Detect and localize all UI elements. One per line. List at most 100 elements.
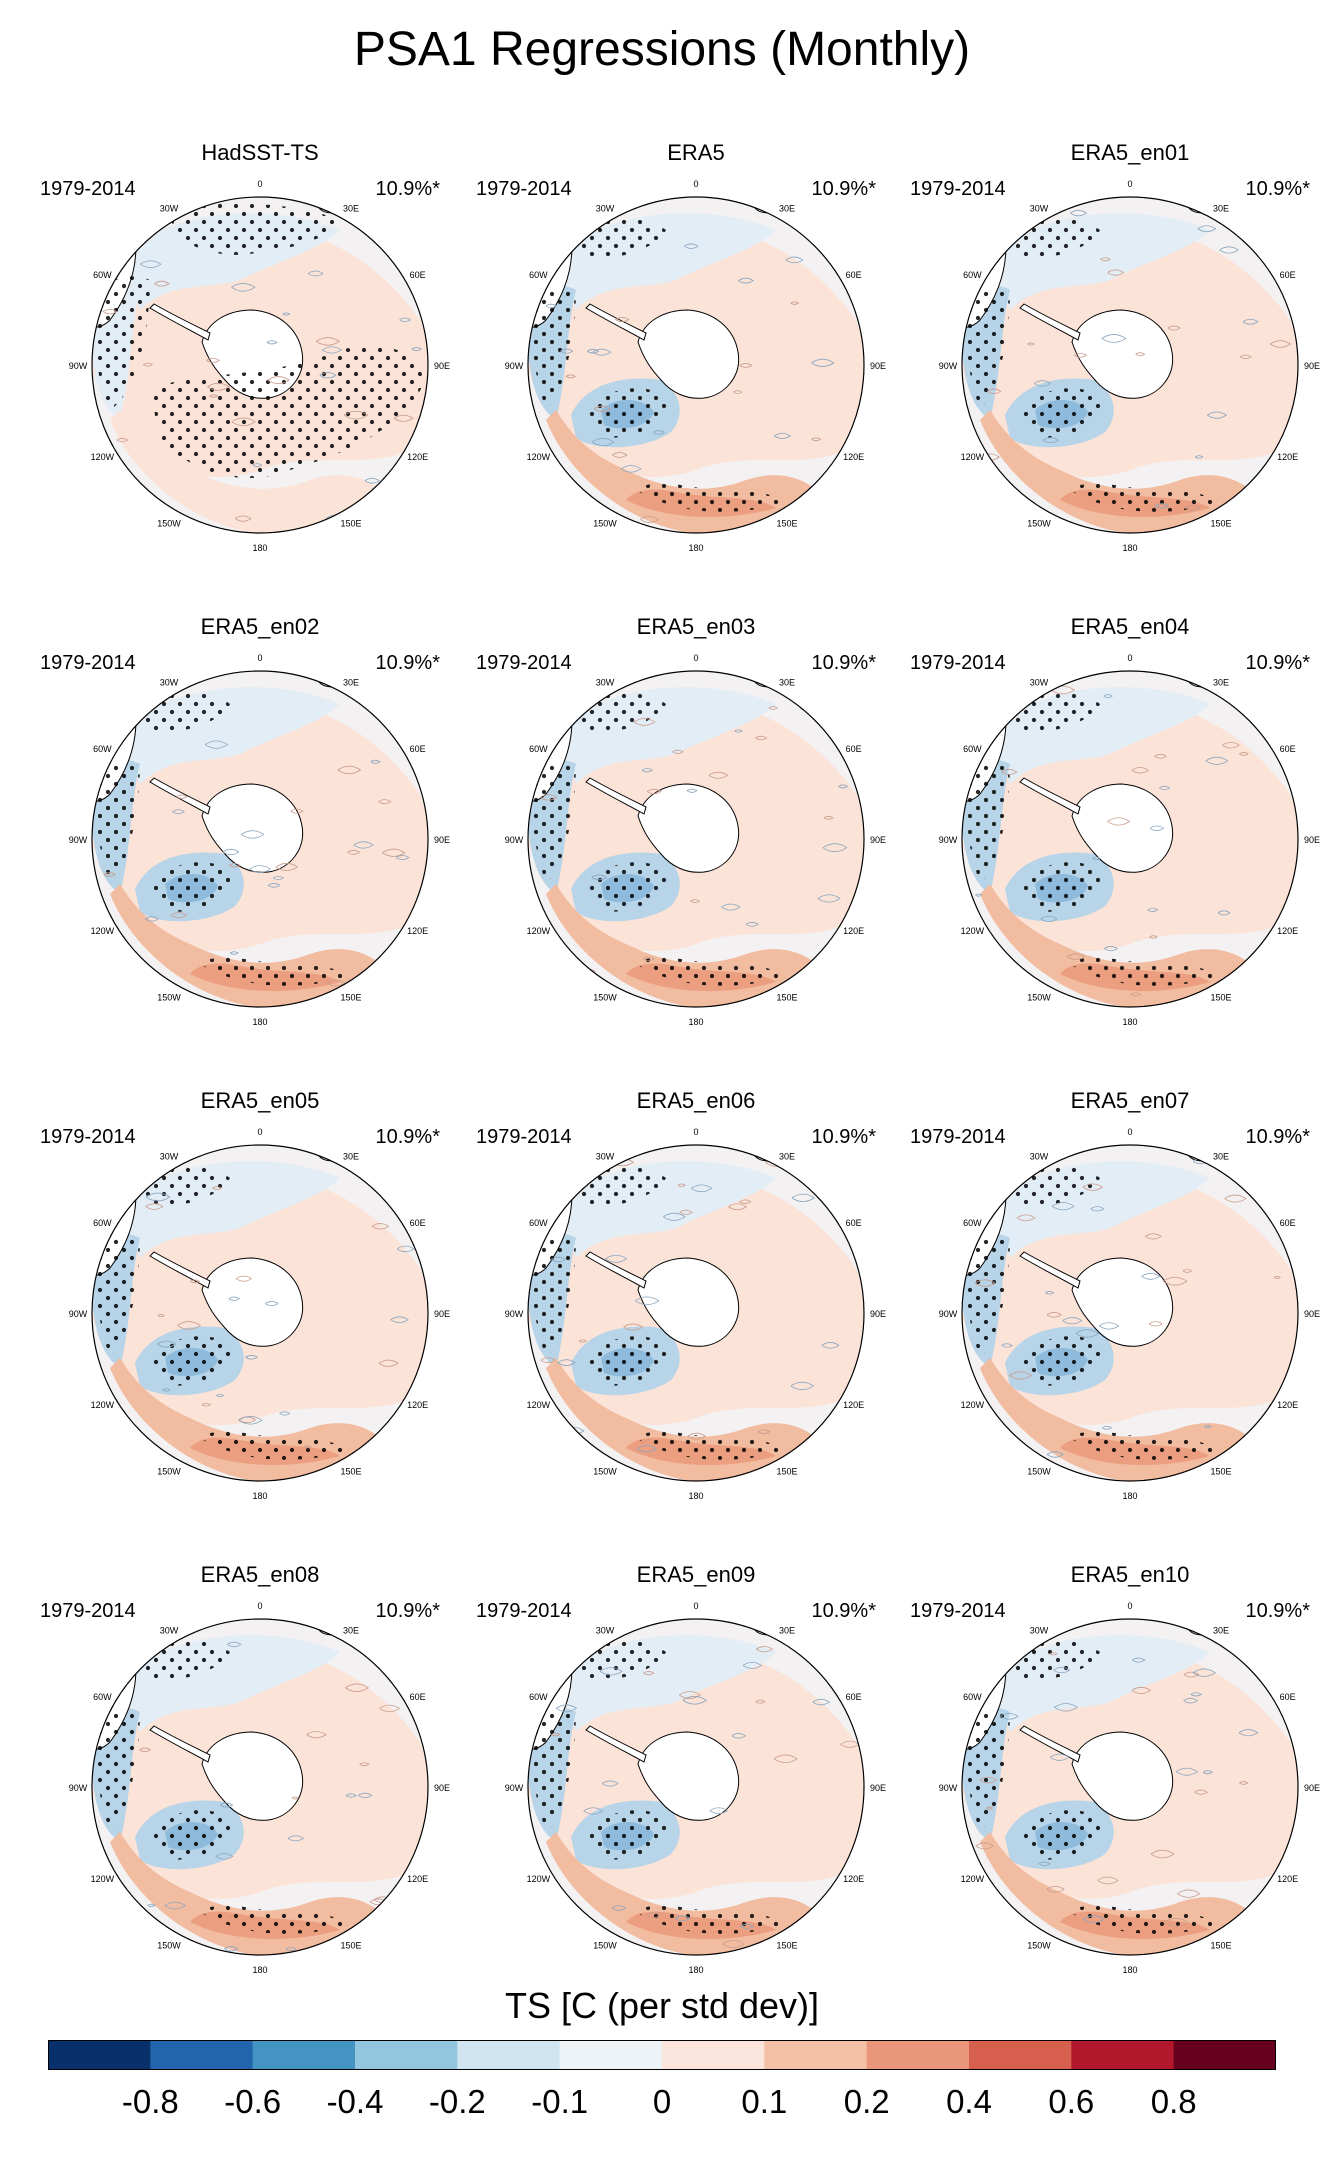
figure-title: PSA1 Regressions (Monthly) [353, 23, 971, 76]
contour-line [189, 999, 204, 1005]
longitude-label: 120E [407, 1400, 428, 1410]
map-boundary [527, 670, 865, 1008]
contour-line [343, 410, 369, 420]
longitude-label: 60W [93, 1218, 112, 1228]
contour-line [1240, 354, 1252, 359]
contour-line [643, 956, 655, 962]
contour-line [1185, 505, 1201, 511]
contour-line [124, 1665, 136, 1670]
contour-line [145, 1192, 171, 1202]
contour-line [755, 1699, 766, 1704]
contour-line [646, 1912, 662, 1918]
longitude-label: 150E [776, 519, 797, 529]
contour-line [103, 872, 116, 877]
longitude-label: 60W [93, 1692, 112, 1702]
contour-line [817, 894, 841, 903]
contour-line [1207, 411, 1228, 419]
contour-line [157, 1340, 177, 1348]
polar-map: 0 30E 60E 90E 120E 150E 180 150W 120W 90W 60W 30W [505, 179, 886, 553]
colorbar-tick-label: -0.6 [224, 2083, 282, 2120]
significance-stippling [150, 862, 233, 912]
contour-line [1045, 1291, 1055, 1295]
contour-line [337, 765, 362, 775]
contour-line [133, 1637, 155, 1646]
longitude-label: 90E [434, 1309, 450, 1319]
contour-line [709, 1807, 729, 1815]
antarctica-landmass [1071, 309, 1174, 399]
longitude-label: 180 [1122, 1017, 1137, 1027]
contour-line [201, 1402, 212, 1407]
contour-line [1131, 767, 1150, 774]
antarctic-peninsula [1019, 1725, 1081, 1763]
contour-line [1038, 1861, 1051, 1867]
contour-line [1092, 856, 1101, 860]
longitude-label: 30W [596, 1151, 615, 1161]
contour-line [585, 982, 607, 990]
antarctica-landmass [1071, 1257, 1174, 1347]
longitude-label: 90E [870, 1309, 886, 1319]
contour-line [282, 312, 291, 316]
contour-line [593, 405, 611, 412]
longitude-label: 60W [529, 270, 548, 280]
contour-line [287, 1835, 305, 1842]
longitude-label: 150W [593, 519, 617, 529]
panel-variance: 10.9%* [811, 1600, 877, 1622]
longitude-label: 30E [1213, 1625, 1229, 1635]
contour-line [1276, 460, 1291, 466]
contour-line [1070, 210, 1088, 217]
longitude-label: 120W [961, 926, 985, 936]
antarctic-peninsula [1019, 1251, 1081, 1289]
longitude-label: 60E [1280, 270, 1296, 280]
panel-title: ERA5_en05 [200, 1088, 320, 1113]
longitude-label: 30W [160, 677, 179, 687]
colorbar-frame [48, 2040, 1276, 2070]
longitude-label: 0 [693, 179, 698, 189]
map-field [528, 197, 864, 533]
contour-line [583, 1807, 604, 1815]
longitude-label: 150W [593, 1941, 617, 1951]
contour-line [773, 1754, 798, 1764]
contour-line [1103, 694, 1113, 698]
map-panel: ERA5_en04 1979-2014 10.9%* 0 30E 60E 90E 120E 15… [910, 614, 1324, 1084]
contour-line [1101, 1425, 1113, 1430]
longitude-label: 150E [1210, 1941, 1231, 1951]
contour-line [1182, 1269, 1193, 1273]
contour-line [399, 317, 412, 323]
contour-line [566, 504, 581, 510]
panel-title: ERA5_en06 [636, 1088, 756, 1113]
contour-line [170, 912, 188, 919]
longitude-label: 120E [843, 1874, 864, 1884]
contour-line [643, 1671, 655, 1676]
contour-line [1046, 1312, 1062, 1318]
longitude-label: 90W [939, 1309, 958, 1319]
contour-line [229, 951, 239, 955]
longitude-label: 120E [1277, 1874, 1298, 1884]
panel-title: ERA5_en07 [1070, 1088, 1190, 1113]
antarctic-peninsula [1019, 303, 1081, 341]
significance-stippling [576, 692, 666, 734]
longitude-label: 90W [939, 361, 958, 371]
significance-stippling [200, 1431, 350, 1460]
contour-line [238, 1416, 263, 1425]
contour-line [222, 848, 240, 856]
contour-line [672, 749, 684, 754]
map-boundary [91, 196, 429, 534]
contour-line [207, 382, 230, 391]
contour-line [1075, 1329, 1100, 1338]
colorbar-segment [662, 2040, 765, 2070]
contour-line [1155, 503, 1170, 509]
longitude-label: 60E [410, 270, 426, 280]
contour-line [975, 893, 983, 897]
significance-stippling [95, 762, 140, 884]
longitude-label: 90E [870, 835, 886, 845]
longitude-label: 30W [596, 1625, 615, 1635]
antarctic-peninsula [585, 303, 647, 341]
longitude-label: 60W [963, 744, 982, 754]
contour-line [1190, 1692, 1202, 1697]
longitude-label: 60W [529, 1692, 548, 1702]
contour-line [555, 1704, 578, 1713]
longitude-label: 150W [593, 993, 617, 1003]
contour-line [798, 1943, 811, 1949]
map-panel: ERA5_en01 1979-2014 10.9%* 0 30E 60E 90E 120E 15… [910, 140, 1324, 610]
longitude-label: 120W [91, 1874, 115, 1884]
